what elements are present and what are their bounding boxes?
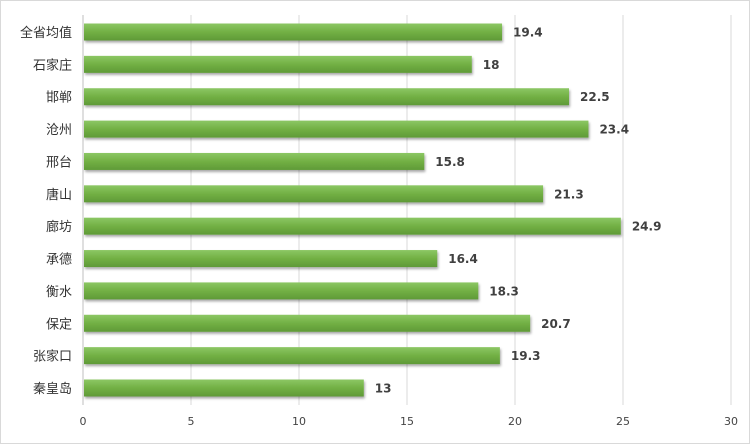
data-label: 16.4 (448, 252, 478, 266)
data-label: 21.3 (554, 187, 584, 201)
bar (84, 347, 500, 365)
category-label: 承德 (46, 253, 72, 268)
x-tick-label: 10 (292, 415, 306, 428)
category-label: 全省均值 (20, 25, 72, 41)
data-label: 24.9 (632, 220, 662, 234)
data-label: 20.7 (541, 317, 571, 331)
data-label: 18 (483, 58, 500, 72)
data-label: 13 (375, 382, 392, 396)
category-label: 秦皇岛 (33, 381, 72, 397)
bar (84, 23, 503, 41)
data-label: 15.8 (435, 155, 465, 169)
bar (84, 152, 425, 170)
category-label: 张家口 (33, 349, 72, 365)
category-label: 唐山 (46, 187, 72, 203)
bar (84, 217, 621, 235)
data-label: 22.5 (580, 90, 610, 104)
bar (84, 379, 364, 397)
data-label: 23.4 (599, 123, 629, 137)
bar (84, 88, 569, 106)
category-label: 邢台 (46, 155, 72, 170)
bar (84, 282, 479, 300)
bar (84, 185, 544, 203)
bar (84, 314, 531, 332)
bar (84, 55, 472, 73)
category-label: 保定 (46, 317, 72, 332)
x-tick-label: 20 (508, 415, 522, 428)
x-tick-label: 15 (400, 415, 414, 428)
x-tick-label: 0 (80, 415, 87, 428)
x-tick-label: 30 (724, 415, 738, 428)
category-label: 衡水 (46, 285, 72, 300)
category-label: 廊坊 (46, 219, 72, 235)
data-label: 18.3 (489, 284, 519, 298)
category-label: 石家庄 (33, 57, 72, 73)
data-label: 19.3 (511, 349, 541, 363)
bar (84, 250, 438, 268)
category-label: 邯郸 (46, 91, 72, 106)
bar (84, 120, 589, 138)
x-tick-label: 25 (616, 415, 630, 428)
category-label: 沧州 (46, 122, 72, 138)
data-label: 19.4 (513, 26, 543, 40)
x-tick-label: 5 (188, 415, 195, 428)
